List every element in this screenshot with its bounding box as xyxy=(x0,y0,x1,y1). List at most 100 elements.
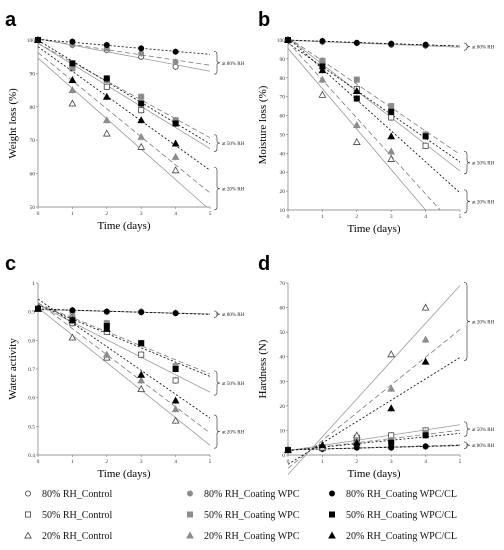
regression-line xyxy=(37,46,211,171)
y-tick-label: 80 xyxy=(280,76,286,82)
data-point xyxy=(352,86,361,94)
legend-marker xyxy=(186,511,193,518)
y-tick-label: 0.7 xyxy=(28,367,35,373)
y-tick-label: 70 xyxy=(280,95,286,101)
data-point xyxy=(102,129,111,137)
data-point xyxy=(68,86,77,94)
data-point xyxy=(138,45,145,52)
legend-marker xyxy=(328,531,336,539)
legend-marker xyxy=(186,490,193,497)
group-brace xyxy=(213,370,221,396)
regression-line xyxy=(37,38,211,66)
group-annotation: at 20% RH xyxy=(472,200,495,205)
x-tick-label: 0 xyxy=(287,214,290,220)
data-point xyxy=(172,58,179,65)
panel-label: d xyxy=(258,253,270,275)
panel-label: c xyxy=(5,253,16,275)
data-point xyxy=(69,60,76,67)
legend: 80% RH_Control 50% RH_Control 20% RH_Contr… xyxy=(24,489,457,542)
group-brace xyxy=(213,310,221,318)
data-point xyxy=(171,166,180,174)
y-tick-label: 20 xyxy=(280,189,286,195)
data-point xyxy=(421,303,430,311)
group-brace xyxy=(463,42,471,51)
data-point xyxy=(138,351,145,358)
data-point xyxy=(388,439,395,446)
y-tick-label: 70 xyxy=(30,138,36,144)
regression-line xyxy=(287,48,426,211)
legend-item: 50% RH_Control xyxy=(24,510,113,521)
chart-panel-b: b 0 1 2 3 4 5 10 20 30 40 50 60 70 80 90 100 Time (days) M… xyxy=(257,9,495,235)
data-point xyxy=(352,438,361,446)
x-tick-label: 2 xyxy=(105,459,108,465)
x-tick-label: 2 xyxy=(355,459,358,465)
regression-line xyxy=(37,38,211,72)
regression-line xyxy=(37,302,211,434)
y-tick-label: 0.9 xyxy=(28,310,35,316)
y-tick-label: 100 xyxy=(27,38,36,44)
regression-line xyxy=(37,52,211,194)
data-point xyxy=(102,116,111,124)
data-point xyxy=(318,66,327,74)
panel-label: b xyxy=(258,9,270,31)
data-point xyxy=(171,416,180,424)
x-tick-label: 1 xyxy=(71,211,74,217)
group-annotation: at 20% RH xyxy=(222,188,245,193)
regression-line xyxy=(287,329,461,469)
regression-line xyxy=(287,39,461,47)
data-point xyxy=(353,95,360,102)
x-tick-label: 0 xyxy=(287,459,290,465)
data-point xyxy=(102,350,111,358)
data-point xyxy=(137,370,146,378)
group-annotation: at 80% RH xyxy=(472,444,495,449)
data-point xyxy=(102,324,111,332)
y-axis-label: Hardness (N) xyxy=(257,339,269,398)
data-point xyxy=(387,147,396,155)
regression-line xyxy=(287,432,461,451)
regression-line xyxy=(37,42,211,139)
x-tick-label: 5 xyxy=(459,214,462,220)
group-brace xyxy=(213,134,221,152)
y-axis-label: Weight loss (%) xyxy=(7,88,19,159)
data-point xyxy=(138,340,145,347)
y-tick-label: 90 xyxy=(280,57,286,63)
data-point xyxy=(102,92,111,100)
group-annotation: at 20% RH xyxy=(472,320,495,325)
data-point xyxy=(171,139,180,147)
y-tick-label: 50 xyxy=(280,132,286,138)
data-point xyxy=(68,316,77,324)
data-point xyxy=(421,335,430,343)
legend-marker xyxy=(24,490,31,497)
data-point xyxy=(353,76,360,83)
x-tick-label: 4 xyxy=(424,459,427,465)
legend-label: 20% RH_Coating WPC/CL xyxy=(346,531,457,542)
y-tick-label: 10 xyxy=(280,208,286,214)
group-annotation: at 50% RH xyxy=(222,382,245,387)
data-point xyxy=(387,132,396,140)
group-annotation: at 80% RH xyxy=(222,62,245,67)
data-point xyxy=(172,377,179,384)
y-tick-label: 50 xyxy=(280,330,286,336)
group-annotation: at 80% RH xyxy=(222,313,245,318)
x-tick-label: 3 xyxy=(140,211,143,217)
regression-line xyxy=(37,304,211,393)
data-point xyxy=(137,116,146,124)
x-tick-label: 2 xyxy=(105,211,108,217)
data-point xyxy=(34,35,42,43)
data-point xyxy=(352,137,361,145)
data-point xyxy=(318,90,327,98)
regression-line xyxy=(287,285,461,475)
group-annotation: at 50% RH xyxy=(472,428,495,433)
group-brace xyxy=(213,414,221,449)
group-brace xyxy=(463,282,471,361)
regression-line xyxy=(287,37,461,194)
y-tick-label: 60 xyxy=(280,306,286,312)
x-tick-label: 3 xyxy=(140,459,143,465)
y-tick-label: 10 xyxy=(280,428,286,434)
data-point xyxy=(422,41,429,48)
y-tick-label: 0.8 xyxy=(28,338,35,344)
data-point xyxy=(69,38,76,45)
x-tick-label: 1 xyxy=(321,214,324,220)
legend-label: 50% RH_Control xyxy=(42,510,113,521)
